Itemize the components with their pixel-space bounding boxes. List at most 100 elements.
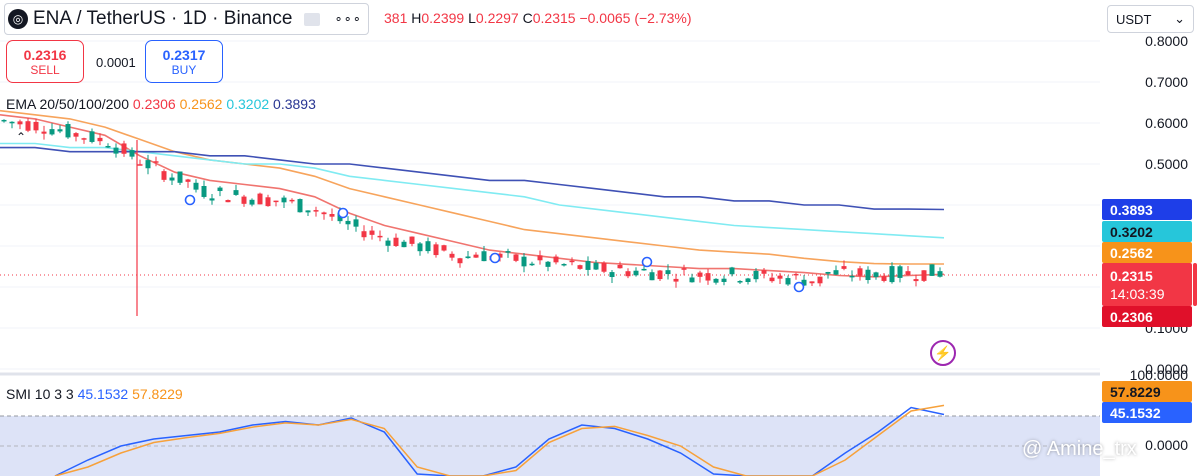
candle-body	[521, 256, 527, 267]
candle-body	[17, 121, 23, 125]
buy-button[interactable]: 0.2317 BUY	[145, 40, 223, 83]
candle-body	[833, 270, 839, 275]
collapse-chevron-icon[interactable]: ⌃	[16, 130, 27, 144]
candle-body	[81, 138, 87, 140]
change-value: −0.0065 (−2.73%)	[579, 10, 692, 26]
candle-body	[905, 271, 911, 276]
last-price-tag: 0.2315 14:03:39	[1102, 263, 1192, 306]
candle-body	[865, 269, 871, 281]
candle-body	[417, 243, 423, 252]
ema50-value: 0.2562	[179, 96, 223, 112]
candle-body	[769, 277, 775, 282]
candle-body	[449, 253, 455, 258]
candle-body	[153, 161, 159, 163]
candle-body	[721, 278, 727, 282]
candle-body	[73, 133, 79, 137]
price-tick: 0.0000	[1145, 361, 1188, 377]
candle-body	[409, 236, 415, 244]
candle-body	[241, 196, 247, 204]
candle-body	[609, 272, 615, 278]
last-price-value: 0.2315	[1110, 268, 1153, 284]
candle-body	[177, 171, 183, 183]
candle-body	[113, 147, 119, 154]
candle-body	[889, 266, 895, 283]
smi-tag-2: 57.8229	[1102, 381, 1192, 402]
candle-body	[737, 281, 743, 283]
candle-body	[497, 253, 503, 258]
smi-line	[54, 406, 945, 476]
candle-body	[201, 185, 207, 197]
ema-legend[interactable]: EMA 20/50/100/200 0.2306 0.2562 0.3202 0…	[6, 96, 316, 112]
low-value: 0.2297	[475, 10, 519, 26]
compare-icon[interactable]	[304, 12, 321, 26]
candle-body	[913, 279, 919, 282]
candle-body	[641, 268, 647, 271]
candle-body	[225, 200, 231, 203]
candle-body	[577, 265, 583, 269]
candle-body	[49, 129, 55, 135]
candle-body	[705, 273, 711, 281]
candle-body	[513, 254, 519, 261]
watermark: @ Amine_trx	[1022, 438, 1137, 460]
candle-body	[105, 145, 111, 148]
ema100-tag: 0.3202	[1102, 221, 1192, 242]
candle-body	[161, 171, 167, 180]
candle-body	[625, 271, 631, 277]
candle-body	[265, 197, 271, 207]
sell-label: SELL	[30, 62, 60, 77]
buy-label: BUY	[171, 62, 197, 77]
candle-body	[473, 254, 479, 258]
sell-button[interactable]: 0.2316 SELL	[6, 40, 84, 83]
candle-body	[801, 279, 807, 286]
ena-logo-icon: ◎	[8, 9, 28, 29]
candle-body	[313, 210, 319, 212]
candle-body	[689, 277, 695, 283]
symbol-header[interactable]: ◎ ENA / TetherUS · 1D · Binance ∘∘∘	[4, 3, 369, 35]
candle-body	[665, 270, 671, 275]
candle-body	[257, 193, 263, 205]
candle-body	[169, 177, 175, 181]
price-tick: 0.5000	[1145, 156, 1188, 172]
ema20-value: 0.2306	[132, 96, 176, 112]
candle-body	[145, 160, 151, 169]
candle-body	[65, 124, 71, 138]
smi-legend[interactable]: SMI 10 3 3 45.1532 57.8229	[6, 386, 183, 402]
candle-body	[873, 272, 879, 278]
currency-label: USDT	[1116, 11, 1152, 27]
candles	[1, 118, 943, 316]
price-tick: 0.6000	[1145, 115, 1188, 131]
candle-body	[649, 272, 655, 281]
candle-body	[745, 278, 751, 282]
candle-body	[785, 278, 791, 285]
ema100-line	[0, 142, 945, 239]
candle-body	[9, 121, 15, 124]
candle-body	[209, 198, 215, 201]
candle-body	[1, 119, 7, 122]
candle-body	[681, 268, 687, 270]
candle-body	[121, 143, 127, 154]
candle-body	[793, 273, 799, 276]
candle-body	[937, 271, 943, 277]
candle-body	[777, 275, 783, 279]
currency-select[interactable]: USDT ⌄	[1107, 5, 1194, 33]
candle-body	[929, 264, 935, 276]
candle-body	[657, 270, 663, 280]
candle-body	[329, 214, 335, 217]
open-value: 381	[384, 10, 408, 26]
candle-body	[553, 256, 559, 263]
more-icon[interactable]: ∘∘∘	[334, 11, 362, 26]
candle-body	[753, 270, 759, 280]
lightning-icon[interactable]: ⚡	[930, 340, 956, 366]
candle-body	[713, 278, 719, 283]
low-label: L	[468, 10, 476, 26]
close-label: C	[522, 10, 533, 26]
grid	[0, 40, 1100, 370]
candle-body	[33, 121, 39, 131]
candle-body	[289, 199, 295, 202]
ema100-value: 0.3202	[226, 96, 270, 112]
candle-body	[425, 241, 431, 252]
price-tick: 0.8000	[1145, 33, 1188, 49]
candle-body	[849, 275, 855, 278]
candle-body	[761, 270, 767, 274]
